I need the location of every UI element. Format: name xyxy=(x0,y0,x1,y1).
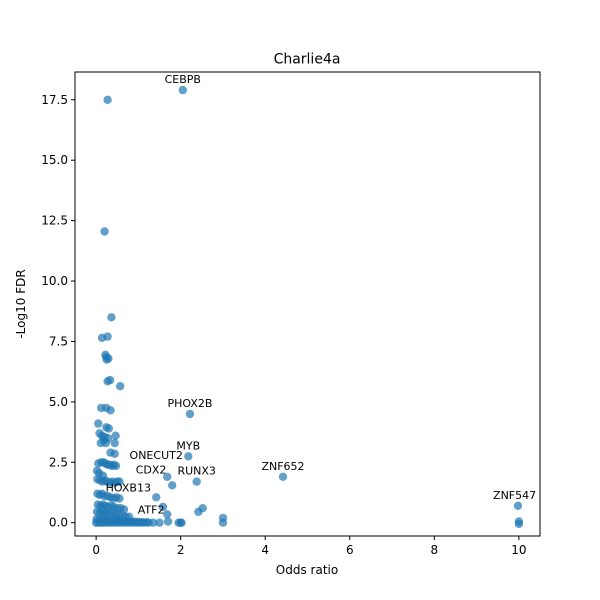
points-layer xyxy=(91,85,524,529)
y-tick-label: 12.5 xyxy=(41,214,68,228)
data-point xyxy=(178,85,187,95)
data-point xyxy=(103,95,112,105)
data-point xyxy=(514,519,524,529)
data-point xyxy=(149,518,158,527)
data-point xyxy=(111,461,121,471)
point-annotation: PHOX2B xyxy=(168,397,213,410)
y-axis-label: -Log10 FDR xyxy=(14,269,28,338)
data-point xyxy=(101,438,111,448)
x-tick-label: 4 xyxy=(261,543,269,557)
x-tick-label: 2 xyxy=(177,543,185,557)
y-tick-label: 2.5 xyxy=(49,455,68,469)
data-point xyxy=(103,332,112,341)
data-point xyxy=(110,449,119,458)
data-point xyxy=(278,472,288,481)
x-tick-label: 10 xyxy=(511,543,526,557)
data-point xyxy=(163,517,173,526)
data-point xyxy=(168,481,177,490)
data-point xyxy=(158,502,168,512)
data-point xyxy=(218,513,228,523)
x-tick-label: 6 xyxy=(346,543,354,557)
y-tick-label: 5.0 xyxy=(49,395,68,409)
y-tick-label: 10.0 xyxy=(41,274,68,288)
point-annotation: ATF2 xyxy=(138,503,165,516)
data-point xyxy=(198,504,207,513)
data-point xyxy=(513,501,523,510)
point-annotation: CEBPB xyxy=(165,73,201,86)
data-point xyxy=(106,406,115,415)
data-point xyxy=(163,510,172,519)
data-point xyxy=(155,518,164,527)
point-annotation: HOXB13 xyxy=(106,482,151,495)
chart-title: Charlie4a xyxy=(274,52,341,68)
point-annotation: MYB xyxy=(176,439,200,452)
y-axis: 0.0 2.5 5.0 7.5 10.0 12.5 15.0 17.5 xyxy=(41,93,75,530)
y-tick-label: 7.5 xyxy=(49,334,68,348)
data-point xyxy=(94,419,103,428)
point-annotation: RUNX3 xyxy=(177,465,215,478)
data-point xyxy=(111,431,120,440)
point-annotation: ZNF547 xyxy=(493,489,536,502)
x-axis: 0 2 4 6 8 10 xyxy=(92,536,527,557)
point-annotation: CDX2 xyxy=(136,463,167,476)
plot-frame xyxy=(74,71,541,537)
y-tick-label: 0.0 xyxy=(49,516,68,530)
point-annotation: ZNF652 xyxy=(261,460,304,473)
data-point xyxy=(104,424,114,433)
point-annotation: ONECUT2 xyxy=(130,449,183,462)
data-point xyxy=(163,472,172,481)
x-tick-label: 0 xyxy=(92,543,100,557)
data-point xyxy=(152,493,161,502)
data-point xyxy=(115,494,124,503)
y-tick-label: 17.5 xyxy=(41,93,68,107)
data-point xyxy=(115,477,124,486)
data-point xyxy=(116,382,125,391)
data-point xyxy=(184,452,193,461)
x-tick-label: 8 xyxy=(430,543,438,557)
data-point xyxy=(110,438,119,448)
data-point xyxy=(105,375,115,385)
y-tick-label: 15.0 xyxy=(41,153,68,167)
data-point xyxy=(185,409,195,419)
data-point xyxy=(192,477,201,486)
data-point xyxy=(100,227,109,236)
data-point xyxy=(107,313,116,322)
data-point xyxy=(104,354,113,363)
data-point xyxy=(174,518,183,527)
x-axis-label: Odds ratio xyxy=(276,563,338,577)
